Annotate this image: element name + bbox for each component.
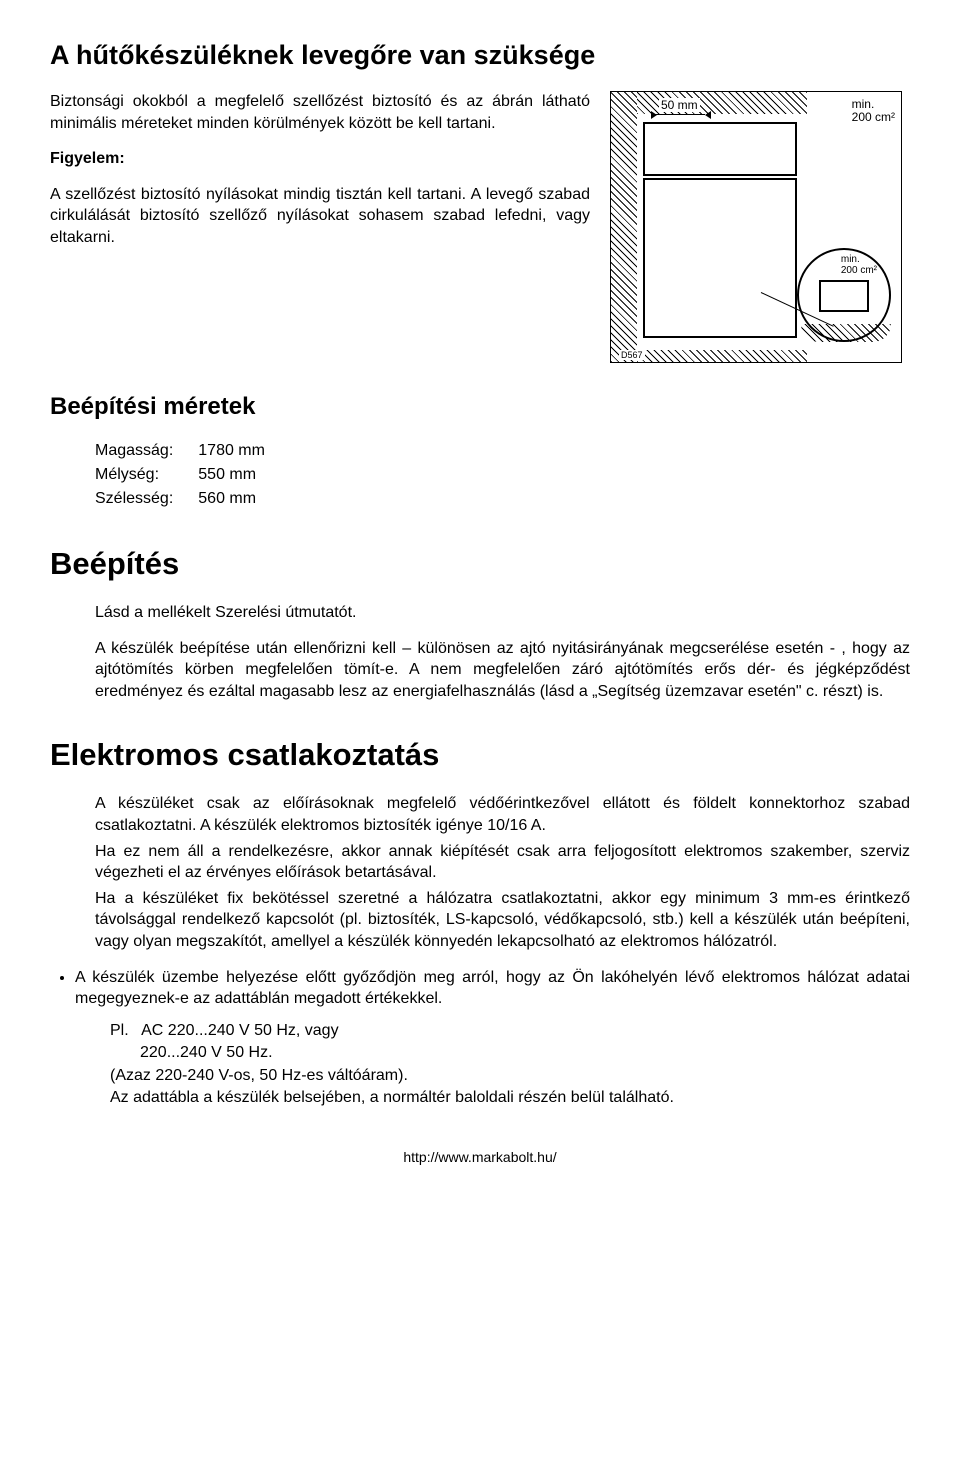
dim-label: Magasság: bbox=[95, 439, 198, 463]
install-paragraph-1: Lásd a mellékelt Szerelési útmutatót. bbox=[95, 602, 910, 624]
table-row: Mélység: 550 mm bbox=[95, 463, 290, 487]
install-title: Beépítés bbox=[50, 546, 910, 582]
dim-value: 1780 mm bbox=[198, 439, 290, 463]
elec-paragraph-2: Ha ez nem áll a rendelkezésre, akkor ann… bbox=[95, 841, 910, 884]
diagram-min-bottom-value: 200 cm² bbox=[841, 265, 877, 276]
table-row: Szélesség: 560 mm bbox=[95, 487, 290, 511]
air-note: Figyelem: bbox=[50, 148, 590, 170]
diagram-code: D567 bbox=[619, 350, 645, 360]
example-line-1: Pl. AC 220...240 V 50 Hz, vagy bbox=[110, 1020, 910, 1042]
diagram-min-top-label: min. bbox=[852, 97, 875, 111]
install-paragraph-2: A készülék beépítése után ellenőrizni ke… bbox=[95, 638, 910, 703]
page-footer-url: http://www.markabolt.hu/ bbox=[50, 1149, 910, 1165]
example-value-1: AC 220...240 V 50 Hz, vagy bbox=[141, 1022, 338, 1039]
electrical-title: Elektromos csatlakoztatás bbox=[50, 737, 910, 773]
diagram-gap-label: 50 mm bbox=[659, 98, 700, 112]
dimensions-title: Beépítési méretek bbox=[50, 393, 910, 421]
example-label: Pl. bbox=[110, 1022, 129, 1039]
air-paragraph-1: Biztonsági okokból a megfelelő szellőzés… bbox=[50, 91, 590, 134]
dim-label: Szélesség: bbox=[95, 487, 198, 511]
diagram-min-top-value: 200 cm² bbox=[852, 110, 895, 124]
dim-value: 550 mm bbox=[198, 463, 290, 487]
section-air-title: A hűtőkészüléknek levegőre van szüksége bbox=[50, 40, 910, 71]
note-label: Figyelem: bbox=[50, 150, 125, 167]
elec-paragraph-1: A készüléket csak az előírásoknak megfel… bbox=[95, 793, 910, 836]
elec-bullet: A készülék üzembe helyezése előtt győződ… bbox=[75, 967, 910, 1010]
air-paragraph-2: A szellőzést biztosító nyílásokat mindig… bbox=[50, 184, 590, 249]
elec-paragraph-3: Ha a készüléket fix bekötéssel szeretné … bbox=[95, 888, 910, 953]
example-note: (Azaz 220-240 V-os, 50 Hz-es váltóáram). bbox=[110, 1065, 910, 1087]
table-row: Magasság: 1780 mm bbox=[95, 439, 290, 463]
diagram-min-bottom-label: min. bbox=[841, 254, 860, 265]
example-line-2: 220...240 V 50 Hz. bbox=[140, 1042, 910, 1064]
dimensions-table: Magasság: 1780 mm Mélység: 550 mm Széles… bbox=[95, 439, 290, 511]
dim-value: 560 mm bbox=[198, 487, 290, 511]
elec-last-paragraph: Az adattábla a készülék belsejében, a no… bbox=[110, 1087, 910, 1109]
dim-label: Mélység: bbox=[95, 463, 198, 487]
ventilation-diagram: 50 mm min. 200 cm² min. 200 cm² D567 bbox=[610, 91, 902, 363]
